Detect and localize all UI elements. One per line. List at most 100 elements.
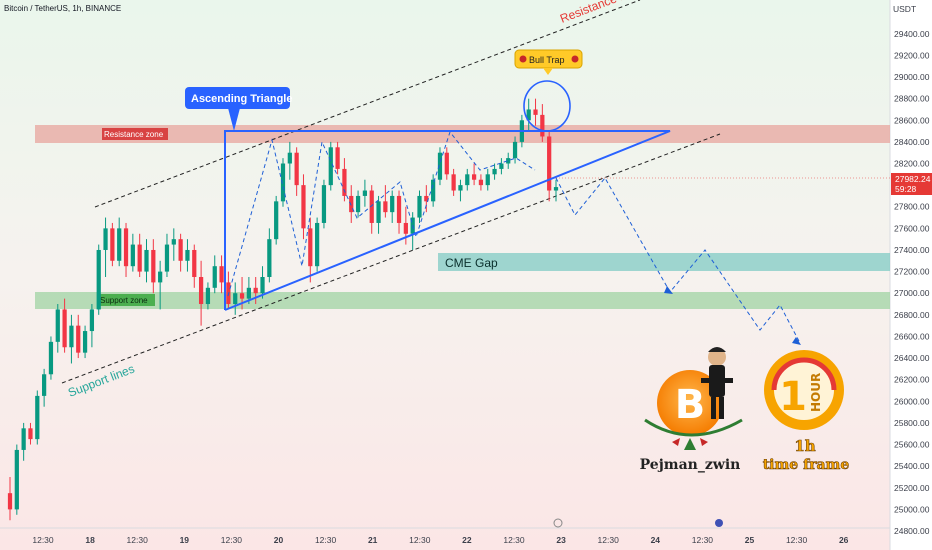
candle-body bbox=[294, 152, 299, 186]
candle[interactable] bbox=[301, 174, 306, 240]
x-tick-label: 19 bbox=[180, 535, 190, 545]
candle[interactable] bbox=[437, 147, 443, 186]
candle-body bbox=[130, 244, 135, 267]
candle[interactable] bbox=[267, 228, 272, 283]
candle[interactable] bbox=[506, 152, 511, 169]
candle[interactable] bbox=[274, 195, 279, 245]
candle[interactable] bbox=[465, 168, 470, 191]
candle[interactable] bbox=[7, 476, 13, 521]
candle[interactable] bbox=[144, 239, 149, 283]
y-tick-label: 27000.00 bbox=[894, 288, 930, 298]
candle[interactable] bbox=[48, 336, 54, 380]
candle[interactable] bbox=[553, 179, 559, 202]
candle[interactable] bbox=[28, 422, 33, 445]
candle-body bbox=[69, 325, 74, 348]
current-price-badge[interactable] bbox=[891, 173, 932, 195]
candle[interactable] bbox=[158, 260, 163, 310]
candle[interactable] bbox=[492, 163, 497, 180]
candle[interactable] bbox=[62, 298, 67, 353]
candle[interactable] bbox=[212, 255, 217, 294]
candle-body bbox=[492, 168, 497, 175]
x-tick-label: 12:30 bbox=[315, 535, 337, 545]
candle[interactable] bbox=[253, 277, 258, 305]
candle[interactable] bbox=[451, 168, 456, 196]
candle[interactable] bbox=[526, 98, 531, 132]
candle[interactable] bbox=[294, 147, 299, 196]
candle-body bbox=[253, 287, 258, 294]
candle[interactable] bbox=[471, 163, 477, 186]
candle[interactable] bbox=[328, 141, 333, 191]
candle[interactable] bbox=[233, 282, 238, 315]
candle[interactable] bbox=[512, 136, 518, 164]
candle[interactable] bbox=[458, 179, 463, 202]
us-flag-event-icon[interactable] bbox=[715, 519, 723, 527]
candle[interactable] bbox=[383, 185, 388, 218]
candle[interactable] bbox=[260, 266, 265, 299]
event-lightning-icon[interactable] bbox=[553, 518, 563, 528]
candle[interactable] bbox=[123, 222, 129, 277]
candle[interactable] bbox=[198, 260, 204, 326]
candle[interactable] bbox=[396, 190, 402, 234]
bitcoin-logo-letter: B bbox=[675, 382, 706, 428]
candle[interactable] bbox=[21, 422, 26, 461]
support-channel-line[interactable] bbox=[61, 133, 721, 384]
candle[interactable] bbox=[42, 368, 47, 407]
ascending-triangle[interactable] bbox=[224, 130, 671, 311]
candle[interactable] bbox=[69, 314, 74, 364]
y-tick-label: 27800.00 bbox=[894, 202, 930, 212]
candle[interactable] bbox=[103, 217, 108, 277]
candle[interactable] bbox=[110, 222, 115, 267]
y-tick-label: 27600.00 bbox=[894, 223, 930, 233]
candle[interactable] bbox=[478, 174, 484, 191]
candle[interactable] bbox=[287, 141, 292, 180]
candle[interactable] bbox=[151, 239, 156, 294]
candle[interactable] bbox=[376, 195, 381, 234]
candle[interactable] bbox=[185, 239, 190, 272]
candle[interactable] bbox=[485, 168, 490, 191]
candle[interactable] bbox=[137, 233, 142, 277]
candle[interactable] bbox=[171, 228, 176, 261]
candle[interactable] bbox=[117, 217, 122, 267]
candle-body bbox=[376, 201, 381, 223]
candle[interactable] bbox=[76, 314, 81, 359]
candle[interactable] bbox=[205, 282, 211, 310]
candle[interactable] bbox=[55, 304, 60, 353]
candle[interactable] bbox=[219, 255, 224, 294]
candle[interactable] bbox=[130, 233, 135, 272]
resistance-channel-line[interactable] bbox=[94, 0, 641, 208]
candle[interactable] bbox=[315, 217, 320, 272]
candle[interactable] bbox=[35, 390, 40, 445]
candle[interactable] bbox=[369, 185, 374, 234]
candle[interactable] bbox=[547, 131, 552, 202]
candle[interactable] bbox=[164, 233, 170, 277]
candle[interactable] bbox=[417, 190, 422, 223]
candle[interactable] bbox=[540, 104, 545, 142]
candle[interactable] bbox=[362, 179, 368, 207]
candle-body bbox=[42, 374, 47, 396]
candle[interactable] bbox=[342, 158, 347, 202]
candle[interactable] bbox=[424, 185, 429, 213]
candle[interactable] bbox=[308, 217, 313, 283]
candle-body bbox=[21, 428, 26, 450]
current-price: 27982.24 bbox=[895, 174, 931, 184]
candle[interactable] bbox=[89, 304, 95, 348]
y-tick-label: 29000.00 bbox=[894, 72, 930, 82]
candle[interactable] bbox=[335, 141, 340, 175]
hour-logo: 1 HOUR 1h time frame bbox=[762, 350, 850, 473]
candle[interactable] bbox=[499, 158, 504, 175]
candle[interactable] bbox=[431, 174, 436, 207]
candle[interactable] bbox=[14, 444, 19, 515]
candle[interactable] bbox=[349, 185, 354, 223]
candle[interactable] bbox=[96, 244, 101, 315]
y-tick-label: 26000.00 bbox=[894, 396, 930, 406]
candle[interactable] bbox=[533, 98, 538, 126]
candle[interactable] bbox=[321, 179, 327, 229]
candle[interactable] bbox=[444, 147, 449, 180]
candle[interactable] bbox=[390, 190, 395, 223]
candle[interactable] bbox=[178, 233, 183, 272]
candle[interactable] bbox=[82, 325, 88, 359]
candle[interactable] bbox=[355, 190, 361, 218]
candle[interactable] bbox=[192, 244, 197, 288]
candle[interactable] bbox=[280, 158, 286, 207]
